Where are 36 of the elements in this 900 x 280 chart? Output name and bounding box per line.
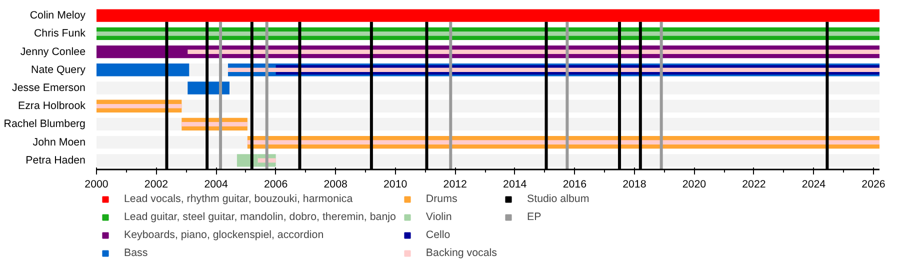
legend-label: Bass: [124, 247, 148, 259]
y-tick-label: Colin Meloy: [30, 10, 86, 22]
x-tick-label: 2004: [204, 178, 228, 190]
legend-label: Keyboards, piano, glockenspiel, accordion: [124, 229, 324, 241]
x-tick-label: 2016: [562, 178, 587, 190]
x-tick-label: 2002: [144, 178, 168, 190]
x-tick-label: 2012: [443, 178, 468, 190]
x-tick-label: 2010: [384, 178, 408, 190]
y-tick-label: John Moen: [32, 136, 86, 148]
x-tick-label: 2018: [622, 178, 646, 190]
legend-label: Studio album: [527, 193, 590, 205]
legend-label: Lead vocals, rhythm guitar, bouzouki, harmonica: [124, 193, 353, 205]
x-tick-label: 2000: [84, 178, 108, 190]
bar: [188, 50, 880, 54]
x-tick-label: 2014: [503, 178, 527, 190]
x-tick-label: 2024: [802, 178, 826, 190]
legend-label: Cello: [426, 229, 450, 241]
x-tick-label: 2022: [742, 178, 766, 190]
legend-label: Violin: [426, 211, 452, 223]
y-tick-label: Ezra Holbrook: [18, 100, 86, 112]
legend-label: Backing vocals: [426, 247, 497, 259]
x-tick-label: 2006: [264, 178, 288, 190]
y-tick-label: Rachel Blumberg: [4, 118, 86, 130]
x-tick-label: 2026: [862, 178, 886, 190]
bar: [182, 122, 248, 126]
y-tick-label: Chris Funk: [34, 28, 86, 40]
legend-label: Lead guitar, steel guitar, mandolin, dobro, theremin, banjo: [124, 211, 396, 223]
legend-label: Drums: [426, 193, 458, 205]
y-tick-label: Petra Haden: [26, 154, 86, 166]
y-tick-label: Nate Query: [31, 64, 86, 76]
legend-label: EP: [527, 211, 542, 223]
y-tick-label: Jenny Conlee: [20, 46, 86, 58]
x-tick-label: 2008: [324, 178, 348, 190]
x-tick-label: 2020: [682, 178, 706, 190]
bar: [96, 104, 182, 108]
y-tick-label: Jesse Emerson: [12, 82, 86, 94]
